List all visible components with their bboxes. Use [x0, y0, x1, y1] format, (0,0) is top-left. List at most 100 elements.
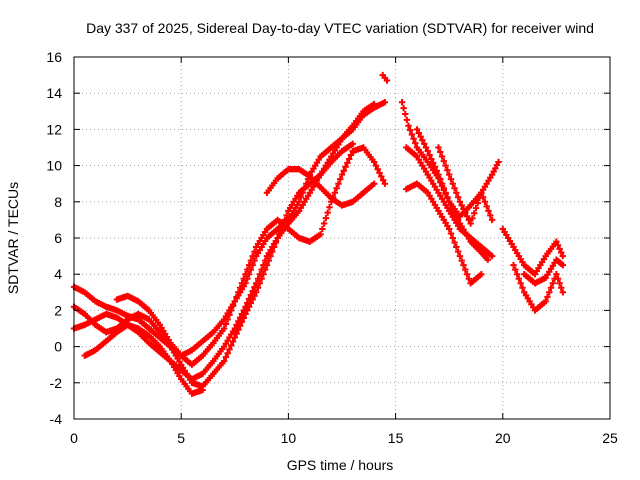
data-point: [488, 252, 496, 260]
data-point: [467, 220, 474, 227]
data-point: [249, 296, 256, 303]
data-point: [326, 204, 333, 211]
data-point: [510, 261, 517, 269]
data-point: [472, 204, 480, 212]
data-point: [251, 248, 258, 255]
series-track-5: [113, 144, 389, 368]
data-point: [276, 230, 283, 237]
y-tick-label: 2: [54, 302, 62, 318]
data-point: [247, 257, 255, 264]
data-point: [402, 110, 409, 118]
data-point: [349, 140, 356, 148]
data-point: [405, 122, 412, 129]
data-point: [438, 153, 446, 160]
y-tick-label: 4: [54, 266, 62, 282]
data-point: [481, 198, 489, 205]
data-point: [245, 303, 253, 310]
data-point: [449, 205, 456, 213]
data-point: [442, 162, 449, 169]
data-point: [519, 284, 526, 291]
data-point: [344, 159, 351, 167]
data-point: [240, 314, 247, 322]
data-point: [335, 180, 342, 187]
data-point: [440, 185, 448, 192]
data-point: [420, 140, 428, 148]
series-track-7: [379, 71, 391, 84]
data-point: [559, 289, 567, 296]
data-point: [412, 139, 419, 147]
data-point: [544, 293, 551, 301]
data-point: [244, 266, 251, 273]
data-point: [429, 159, 437, 167]
data-point: [338, 171, 346, 178]
y-tick-label: -4: [50, 411, 63, 427]
data-point: [226, 346, 233, 353]
data-point: [456, 252, 464, 260]
data-point: [319, 225, 326, 233]
data-point: [463, 213, 471, 220]
data-point: [370, 180, 378, 187]
data-point: [559, 261, 567, 269]
series-track-4: [81, 321, 206, 397]
series-track-3: [70, 140, 356, 390]
data-point: [372, 162, 380, 169]
data-point: [413, 126, 421, 133]
x-axis-label: GPS time / hours: [287, 457, 394, 473]
data-point: [435, 171, 442, 178]
data-point: [240, 275, 247, 282]
data-point: [342, 163, 349, 171]
data-point: [222, 320, 230, 328]
data-point: [322, 214, 330, 222]
data-point: [422, 144, 430, 151]
data-point: [512, 266, 519, 273]
data-point: [553, 271, 560, 278]
data-point: [235, 326, 242, 333]
data-point: [233, 293, 240, 301]
data-point: [235, 289, 242, 296]
x-tick-label: 25: [602, 430, 618, 446]
data-point: [376, 169, 383, 177]
data-point: [231, 298, 238, 305]
data-point: [558, 284, 565, 291]
data-point: [238, 318, 246, 326]
y-tick-label: 10: [46, 158, 62, 174]
data-point: [453, 189, 460, 196]
grid: [74, 57, 610, 419]
y-tick-label: 14: [46, 85, 62, 101]
data-point: [267, 252, 274, 260]
data-point: [244, 307, 251, 314]
data-point: [446, 171, 453, 178]
data-point: [253, 289, 260, 296]
data-point: [245, 261, 253, 269]
data-point: [478, 271, 485, 278]
data-point: [297, 194, 305, 201]
data-point: [249, 252, 256, 260]
data-point: [370, 100, 378, 108]
y-tick-label: 0: [54, 339, 62, 355]
data-point: [556, 280, 563, 287]
series-track-15: [521, 256, 567, 287]
y-tick-label: 16: [46, 49, 62, 65]
data-point: [419, 137, 426, 144]
data-point: [249, 287, 256, 295]
series-track-14: [510, 261, 567, 314]
tick-marks: [73, 56, 611, 420]
data-point: [381, 180, 389, 187]
data-point: [440, 157, 448, 165]
y-tick-label: 12: [46, 121, 62, 137]
data-point: [458, 202, 465, 209]
data-point: [451, 239, 458, 246]
data-point: [236, 284, 244, 291]
data-point: [374, 166, 381, 173]
data-point: [437, 148, 444, 156]
x-tick-label: 10: [281, 430, 297, 446]
y-tick-label: 6: [54, 230, 62, 246]
data-point: [320, 220, 328, 227]
series-track-11: [435, 144, 502, 227]
data-point: [220, 357, 228, 365]
data-point: [226, 311, 233, 319]
series-track-12: [403, 180, 485, 287]
data-point: [317, 231, 324, 238]
data-point: [408, 131, 416, 138]
